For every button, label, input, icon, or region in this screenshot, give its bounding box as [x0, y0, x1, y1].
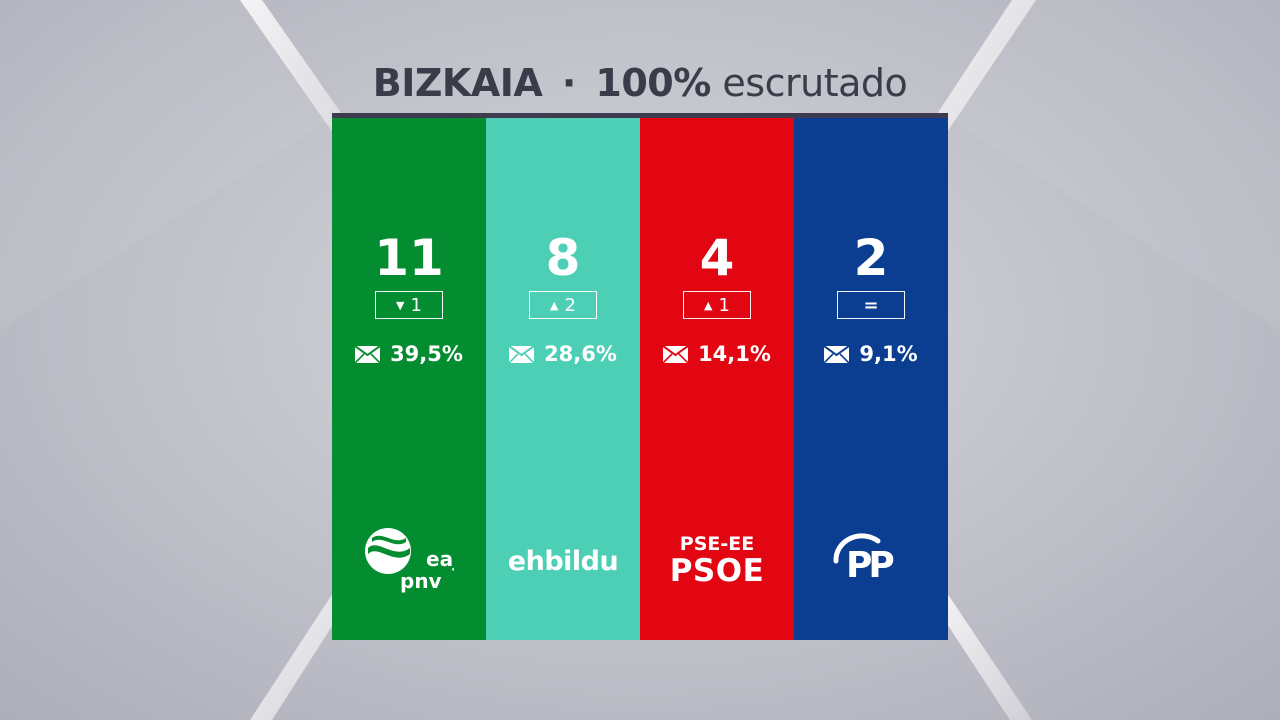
- count-status: escrutado: [722, 61, 908, 105]
- title-rule: [332, 113, 948, 118]
- pp-logo: PP: [794, 516, 948, 606]
- vote-share-value: 9,1%: [859, 342, 918, 366]
- envelope-icon: [824, 345, 850, 363]
- seat-change-value: 1: [718, 294, 730, 316]
- vote-share-value: 28,6%: [544, 342, 617, 366]
- seat-change-value: 1: [410, 294, 422, 316]
- count-percent: 100%: [595, 61, 711, 105]
- seat-change-value: 2: [564, 294, 576, 316]
- ehbildu-logo: ehbildu: [507, 545, 619, 577]
- party-column-pse-ee: 4 ▲ 1 14,1% PSE-EE PSOE: [640, 118, 794, 640]
- party-column-ehbildu: 8 ▲ 2 28,6% ehbildu: [486, 118, 640, 640]
- party-column-eaj-pnv: 11 ▼ 1 39,5% eaj pnv: [332, 118, 486, 640]
- title-separator: ·: [561, 61, 576, 105]
- seat-change-badge: ▲ 2: [529, 291, 597, 319]
- party-column-pp: 2 = 9,1% PP: [794, 118, 948, 640]
- seat-change-value: =: [863, 294, 879, 316]
- region-name: BIZKAIA: [372, 61, 543, 105]
- seat-count: 11: [374, 229, 444, 287]
- up-arrow-icon: ▲: [704, 298, 713, 312]
- vote-share-value: 39,5%: [390, 342, 463, 366]
- seat-change-badge: =: [837, 291, 905, 319]
- results-title: BIZKAIA · 100% escrutado: [332, 56, 948, 110]
- envelope-icon: [509, 345, 535, 363]
- up-arrow-icon: ▲: [550, 298, 559, 312]
- vote-share: 9,1%: [794, 342, 948, 366]
- seat-change-badge: ▲ 1: [683, 291, 751, 319]
- svg-text:eaj: eaj: [426, 547, 454, 571]
- vote-share: 28,6%: [486, 342, 640, 366]
- vote-share: 39,5%: [332, 342, 486, 366]
- svg-text:pnv: pnv: [400, 569, 442, 593]
- eaj-pnv-logo: eaj pnv: [332, 516, 486, 606]
- psoe-logo: PSE-EE PSOE: [669, 533, 765, 589]
- envelope-icon: [663, 345, 689, 363]
- svg-text:PP: PP: [846, 545, 893, 586]
- envelope-icon: [355, 345, 381, 363]
- seat-count: 4: [699, 229, 735, 287]
- vote-share: 14,1%: [640, 342, 794, 366]
- seat-count: 8: [545, 229, 581, 287]
- seat-change-badge: ▼ 1: [375, 291, 443, 319]
- seat-count: 2: [853, 229, 889, 287]
- results-board: 11 ▼ 1 39,5% eaj pnv 8: [332, 118, 948, 640]
- down-arrow-icon: ▼: [396, 298, 405, 312]
- vote-share-value: 14,1%: [698, 342, 771, 366]
